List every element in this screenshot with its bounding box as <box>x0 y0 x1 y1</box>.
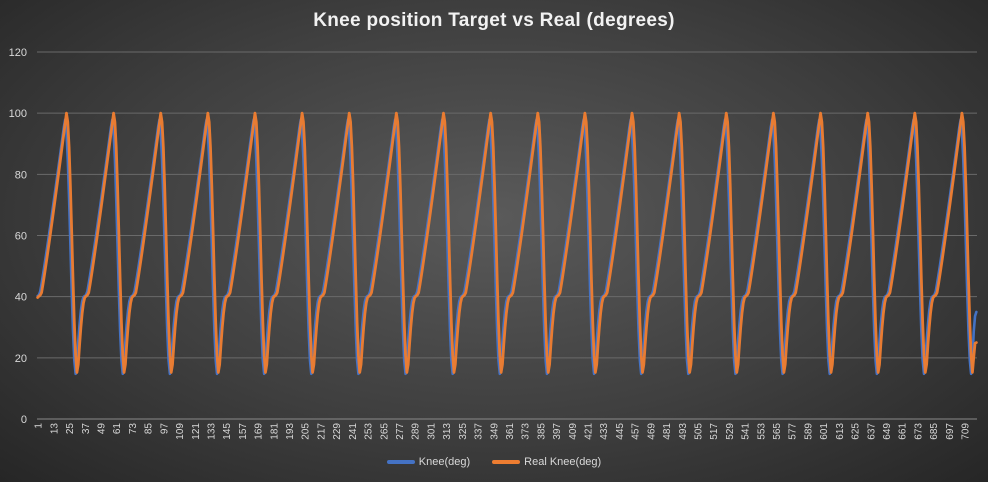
x-tick-label: 493 <box>678 423 689 440</box>
x-tick-label: 709 <box>961 423 972 440</box>
x-tick-label: 253 <box>364 423 375 440</box>
x-tick-label: 481 <box>662 423 673 440</box>
x-tick-label: 661 <box>898 423 909 440</box>
x-tick-label: 313 <box>442 423 453 440</box>
x-tick-label: 553 <box>756 423 767 440</box>
x-tick-label: 193 <box>285 423 296 440</box>
x-tick-label: 445 <box>615 423 626 440</box>
x-tick-label: 133 <box>206 423 217 440</box>
x-tick-label: 565 <box>772 423 783 440</box>
x-tick-label: 373 <box>521 423 532 440</box>
x-tick-label: 577 <box>788 423 799 440</box>
legend-item-real-knee: Real Knee(deg) <box>492 456 601 468</box>
x-tick-label: 145 <box>222 423 233 440</box>
x-tick-label: 421 <box>584 423 595 440</box>
x-tick-label: 301 <box>426 423 437 440</box>
x-tick-label: 457 <box>631 423 642 440</box>
y-tick-label: 120 <box>9 47 27 59</box>
series-line-1 <box>36 111 978 374</box>
x-tick-label: 517 <box>709 423 720 440</box>
x-tick-label: 157 <box>238 423 249 440</box>
x-tick-label: 97 <box>159 423 170 435</box>
x-tick-label: 325 <box>458 423 469 440</box>
x-tick-label: 433 <box>599 423 610 440</box>
x-tick-label: 61 <box>112 423 123 435</box>
x-tick-label: 673 <box>913 423 924 440</box>
x-tick-label: 541 <box>741 423 752 440</box>
legend-item-knee: Knee(deg) <box>386 456 471 468</box>
x-tick-label: 85 <box>144 423 155 435</box>
x-tick-label: 601 <box>819 423 830 440</box>
legend-swatch-knee <box>386 460 415 464</box>
y-tick-label: 100 <box>9 108 27 120</box>
x-tick-label: 109 <box>175 423 186 440</box>
x-tick-label: 409 <box>568 423 579 440</box>
x-tick-label: 385 <box>536 423 547 440</box>
x-tick-label: 289 <box>411 423 422 440</box>
x-tick-label: 361 <box>505 423 516 440</box>
chart-title: Knee position Target vs Real (degrees) <box>313 10 675 31</box>
y-tick-label: 0 <box>21 414 27 426</box>
x-tick-label: 181 <box>269 423 280 440</box>
x-tick-label: 397 <box>552 423 563 440</box>
x-tick-label: 697 <box>945 423 956 440</box>
y-tick-label: 60 <box>15 231 27 243</box>
x-tick-label: 229 <box>332 423 343 440</box>
x-tick-label: 49 <box>96 423 107 435</box>
legend-label-real-knee: Real Knee(deg) <box>524 456 602 468</box>
x-tick-label: 73 <box>128 423 139 435</box>
x-tick-label: 529 <box>725 423 736 440</box>
x-tick-label: 625 <box>851 423 862 440</box>
legend-label-knee: Knee(deg) <box>418 456 471 468</box>
x-tick-label: 217 <box>316 423 327 440</box>
x-tick-label: 25 <box>65 423 76 435</box>
x-tick-label: 169 <box>254 423 265 440</box>
x-tick-label: 337 <box>474 423 485 440</box>
x-tick-label: 505 <box>693 423 704 440</box>
legend-swatch-real-knee <box>492 460 521 464</box>
x-tick-label: 685 <box>929 423 940 440</box>
x-tick-label: 649 <box>882 423 893 440</box>
x-tick-label: 349 <box>489 423 500 440</box>
y-tick-label: 80 <box>15 169 27 181</box>
x-tick-label: 469 <box>646 423 657 440</box>
x-tick-label: 637 <box>866 423 877 440</box>
x-tick-label: 1 <box>34 423 45 429</box>
x-tick-label: 241 <box>348 423 359 440</box>
y-tick-label: 20 <box>15 353 27 365</box>
x-tick-label: 589 <box>803 423 814 440</box>
x-tick-label: 277 <box>395 423 406 440</box>
x-tick-label: 205 <box>301 423 312 440</box>
legend: Knee(deg) Real Knee(deg) <box>0 456 988 468</box>
y-tick-label: 40 <box>15 292 27 304</box>
x-tick-label: 265 <box>379 423 390 440</box>
x-tick-label: 37 <box>81 423 92 435</box>
x-tick-label: 121 <box>191 423 202 440</box>
x-tick-label: 613 <box>835 423 846 440</box>
x-tick-label: 13 <box>49 423 60 435</box>
